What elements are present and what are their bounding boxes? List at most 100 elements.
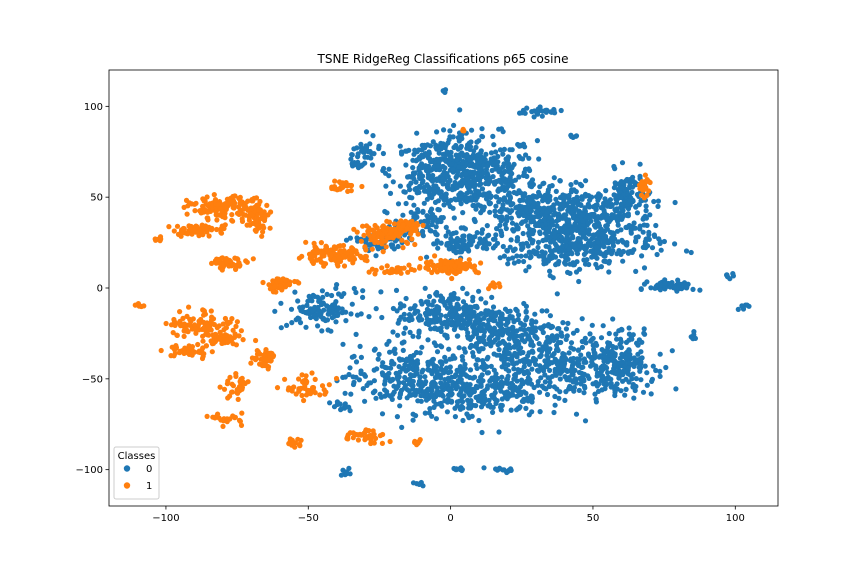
data-point — [564, 228, 570, 234]
data-point — [190, 316, 196, 322]
data-point — [445, 392, 452, 398]
data-point — [583, 178, 589, 184]
data-point — [467, 179, 473, 185]
data-point — [502, 179, 508, 185]
data-point — [204, 332, 210, 338]
data-point — [519, 244, 525, 250]
data-point — [641, 222, 647, 228]
data-point — [343, 309, 349, 315]
data-point — [419, 344, 425, 350]
data-point — [309, 257, 315, 263]
data-point — [252, 227, 258, 233]
data-point — [355, 151, 361, 157]
data-point — [596, 195, 602, 201]
data-point — [363, 239, 369, 245]
data-point — [245, 198, 251, 204]
data-point — [625, 365, 631, 371]
data-point — [493, 160, 499, 166]
data-point — [574, 217, 581, 223]
data-point — [508, 237, 514, 243]
data-point — [256, 225, 263, 231]
data-point — [384, 210, 390, 216]
data-point — [222, 332, 228, 338]
data-point — [471, 202, 477, 209]
data-point — [229, 212, 235, 218]
data-point — [511, 260, 517, 266]
data-point — [416, 388, 422, 394]
data-point — [544, 391, 551, 398]
data-point — [586, 204, 593, 210]
data-point — [379, 411, 386, 417]
data-point — [454, 316, 460, 322]
data-point — [187, 322, 193, 328]
data-point — [264, 202, 270, 208]
data-point — [554, 333, 560, 339]
data-point — [490, 394, 496, 400]
data-point — [578, 202, 584, 208]
data-point — [256, 350, 262, 357]
data-point — [184, 211, 190, 217]
data-point — [667, 284, 673, 290]
data-point — [391, 221, 397, 227]
data-point — [418, 255, 424, 261]
data-point — [498, 187, 504, 193]
x-tick-label: −100 — [152, 513, 179, 524]
data-point — [504, 396, 510, 402]
data-point — [521, 300, 527, 307]
data-point — [496, 281, 502, 287]
data-point — [220, 423, 226, 429]
data-point — [369, 246, 375, 252]
data-point — [296, 387, 302, 393]
data-point — [450, 205, 456, 211]
data-point — [415, 334, 422, 340]
data-point — [344, 183, 350, 189]
data-point — [570, 214, 577, 220]
data-point — [410, 378, 416, 384]
data-point — [346, 404, 352, 410]
data-point — [380, 226, 386, 232]
data-point — [529, 318, 535, 324]
data-point — [395, 332, 401, 338]
data-point — [205, 209, 211, 215]
data-point — [506, 168, 512, 175]
data-point — [649, 378, 655, 384]
data-point — [225, 395, 231, 401]
data-point — [505, 373, 511, 379]
data-point — [547, 346, 553, 352]
data-point — [384, 218, 390, 224]
data-point — [511, 319, 517, 325]
data-point — [398, 387, 405, 393]
data-point — [228, 336, 234, 342]
data-point — [489, 294, 495, 300]
data-point — [473, 342, 480, 348]
data-point — [425, 337, 431, 343]
data-point — [446, 246, 452, 252]
data-point — [483, 151, 489, 157]
data-point — [260, 352, 267, 358]
series-1-cluster-17 — [204, 410, 245, 429]
data-point — [455, 333, 461, 339]
data-point — [384, 389, 390, 395]
x-axis: −100 −50 0 50 100 — [152, 506, 745, 524]
data-point — [407, 194, 413, 200]
data-point — [611, 212, 617, 218]
data-point — [581, 372, 587, 378]
data-point — [451, 215, 457, 221]
data-point — [204, 413, 210, 419]
data-point — [395, 243, 401, 250]
data-point — [603, 223, 609, 229]
points-layer — [132, 87, 752, 489]
data-point — [614, 228, 621, 234]
data-point — [412, 147, 418, 153]
data-point — [637, 226, 643, 232]
data-point — [389, 244, 395, 250]
legend-label-1: 1 — [146, 481, 152, 492]
data-point — [229, 217, 235, 223]
data-point — [386, 173, 392, 179]
data-point — [407, 306, 413, 312]
data-point — [487, 378, 493, 384]
data-point — [614, 336, 620, 342]
data-point — [424, 259, 430, 265]
data-point — [550, 275, 556, 281]
data-point — [561, 212, 568, 218]
